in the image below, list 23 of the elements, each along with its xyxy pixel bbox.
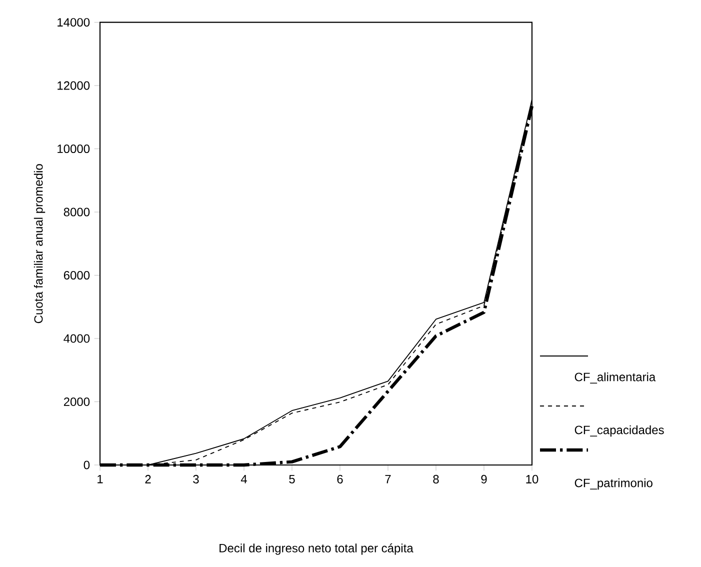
- y-tick-label: 8000: [64, 208, 90, 216]
- x-tick-label: 5: [289, 474, 295, 484]
- y-tick-label: 2000: [64, 397, 90, 406]
- x-tick-label: 6: [337, 474, 343, 484]
- text: CF_alimentaria: [574, 372, 656, 384]
- x-tick-label: 10: [526, 474, 538, 484]
- y-tick-label: 10000: [58, 144, 90, 154]
- x-tick-label: 1: [98, 474, 103, 484]
- y-tick-label: 0: [84, 460, 90, 470]
- x-axis-title: Decil de ingreso neto total per cápita: [220, 543, 414, 555]
- x-tick-label: 9: [481, 474, 487, 484]
- x-tick-label: 4: [240, 474, 247, 484]
- x-tick-label: 2: [145, 474, 151, 484]
- text: CF_patrimonio: [574, 478, 652, 490]
- x-tick-label: 3: [193, 474, 199, 484]
- y-axis-title: Cuota familiar anual promedio: [34, 164, 46, 324]
- x-tick-label: 8: [433, 474, 439, 484]
- y-tick-label: 14000: [58, 18, 90, 27]
- y-tick-label: 4000: [64, 334, 90, 343]
- y-tick-label: 6000: [64, 271, 90, 280]
- x-tick-label: 7: [385, 474, 391, 484]
- y-tick-label: 12000: [58, 81, 90, 90]
- text: CF_capacidades: [574, 425, 664, 437]
